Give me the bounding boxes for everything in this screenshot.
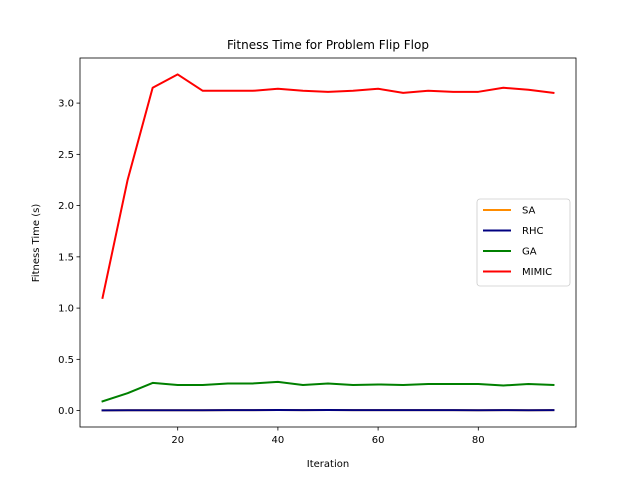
legend-box (476, 198, 571, 287)
legend-label-mimic: MIMIC (522, 267, 552, 278)
axes-spines (79, 57, 577, 428)
y-tick-label: 2.5 (58, 150, 74, 161)
legend-label-sa: SA (522, 206, 536, 217)
x-tick-label: 60 (372, 435, 385, 446)
y-tick-label: 3.0 (58, 99, 74, 110)
y-axis-label: Fitness Time (s) (31, 204, 42, 283)
series-line-mimic (101, 73, 555, 300)
legend-items: SA RHC GA MIMIC (483, 206, 552, 278)
series-lines (101, 73, 555, 412)
chart-title: Fitness Time for Problem Flip Flop (227, 38, 429, 52)
x-tick-label: 40 (272, 435, 285, 446)
legend-label-rhc: RHC (522, 226, 543, 237)
legend: SA RHC GA MIMIC (476, 198, 571, 287)
x-tick-label: 20 (171, 435, 184, 446)
x-axis-label: Iteration (307, 459, 349, 470)
y-tick-label: 2.0 (58, 201, 74, 212)
y-tick-label: 1.5 (58, 252, 74, 263)
x-tick-label: 80 (472, 435, 485, 446)
axes-frame (79, 57, 577, 428)
y-tick-label: 0.5 (58, 355, 74, 366)
series-line-ga (101, 380, 555, 403)
y-tick-label: 1.0 (58, 304, 74, 315)
x-axis-ticks: 20 40 60 80 (171, 427, 485, 446)
legend-label-ga: GA (522, 247, 537, 258)
y-tick-label: 0.0 (58, 406, 74, 417)
y-axis-ticks: 0.0 0.5 1.0 1.5 2.0 2.5 3.0 (58, 99, 80, 417)
